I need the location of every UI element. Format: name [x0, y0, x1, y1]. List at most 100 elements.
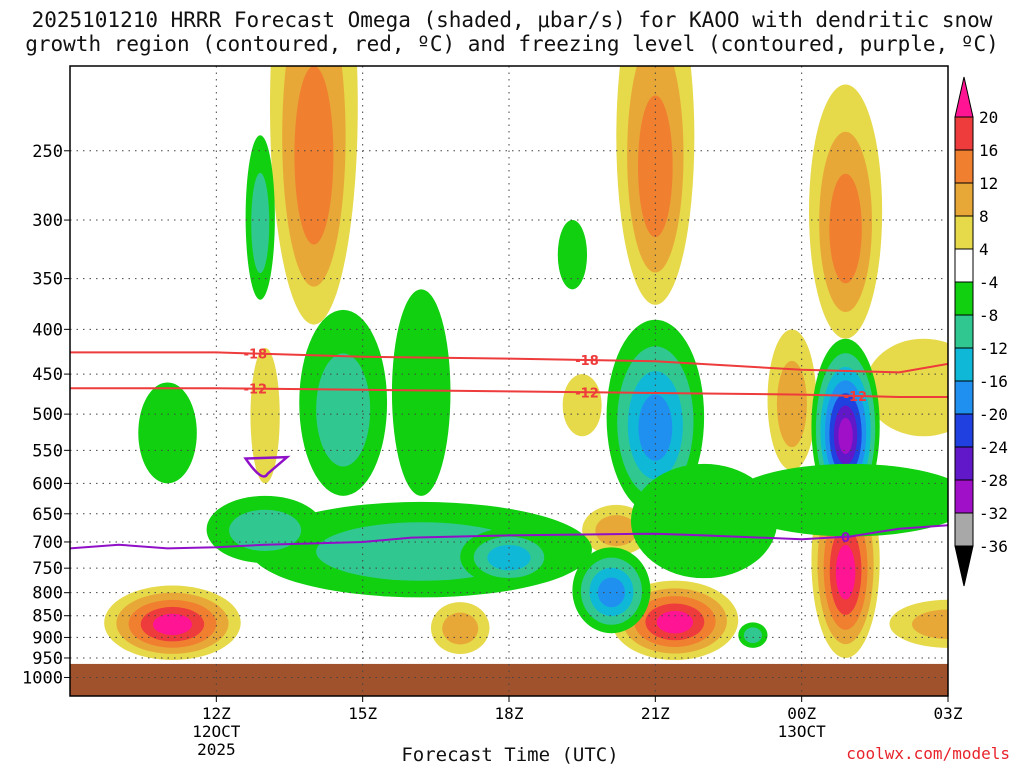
- x-tick-sub1-12Z: 12OCT: [192, 722, 241, 741]
- y-tick-label-650: 650: [32, 505, 63, 525]
- omega-feature-10-level-1: [595, 515, 638, 547]
- colorbar-label--36: -36: [979, 537, 1008, 556]
- omega-feature-12-level-0: [562, 374, 602, 437]
- colorbar-segment-7: [954, 314, 974, 349]
- omega-feature-23-level-1: [229, 509, 302, 552]
- freezing-level-label-0: 0: [841, 531, 850, 546]
- colorbar-segment-1: [954, 116, 974, 151]
- y-tick-label-450: 450: [32, 365, 63, 385]
- x-tick-sub2-12Z: 2025: [197, 740, 236, 759]
- y-tick-label-300: 300: [32, 211, 63, 231]
- omega-feature-14-level-0: [865, 338, 948, 437]
- y-tick-label-350: 350: [32, 270, 63, 290]
- x-tick-sub1-00Z: 13OCT: [778, 722, 827, 741]
- dgz-contour-0-label-0: -18: [244, 348, 268, 363]
- colorbar-segment-11: [954, 446, 974, 481]
- omega-feature-0-level-2: [294, 66, 334, 245]
- y-tick-label-700: 700: [32, 533, 63, 553]
- dgz-contour-1-label-1: -12: [575, 386, 599, 401]
- dgz-contour-1-label-2: -12: [844, 390, 868, 405]
- y-tick-label-500: 500: [32, 405, 63, 425]
- x-axis-title: Forecast Time (UTC): [401, 744, 619, 766]
- colorbar-label--24: -24: [979, 438, 1008, 457]
- colorbar-segment-9: [954, 380, 974, 415]
- chart-title-line1: 2025101210 HRRR Forecast Omega (shaded, …: [31, 8, 993, 32]
- omega-feature-21-level-0: [391, 289, 451, 496]
- omega-feature-19-level-6: [838, 417, 853, 454]
- x-tick-label-21Z: 21Z: [641, 704, 670, 723]
- dgz-contour-1-label-0: -12: [244, 383, 268, 398]
- colorbar-label--28: -28: [979, 471, 1008, 490]
- omega-feature-5-level-4: [152, 613, 192, 636]
- chart-title-line2: growth region (contoured, red, ºC) and f…: [25, 32, 999, 56]
- colorbar-label-12: 12: [979, 174, 998, 193]
- omega-feature-25-level-0: [630, 463, 778, 579]
- colorbar-label--8: -8: [979, 306, 998, 325]
- omega-feature-17-level-3: [597, 577, 626, 608]
- colorbar-segment-2: [954, 149, 974, 184]
- contours: -18 -18 -12 -12 -12 0: [70, 348, 948, 550]
- omega-feature-4-level-0: [557, 220, 588, 290]
- y-tick-label-400: 400: [32, 320, 63, 340]
- omega-feature-9-level-1: [442, 612, 479, 645]
- omega-feature-13-level-1: [776, 360, 807, 448]
- colorbar-label--4: -4: [979, 273, 998, 292]
- y-tick-label-950: 950: [32, 649, 63, 669]
- omega-feature-7-level-4: [835, 545, 856, 600]
- colorbar-label--20: -20: [979, 405, 1008, 424]
- source-credit: coolwx.com/models: [846, 744, 1010, 763]
- omega-feature-22-level-0: [138, 382, 197, 484]
- x-tick-label-03Z: 03Z: [934, 704, 963, 723]
- y-tick-label-550: 550: [32, 441, 63, 461]
- colorbar-label-20: 20: [979, 108, 998, 127]
- colorbar-label--16: -16: [979, 372, 1008, 391]
- omega-feature-24-level-0: [728, 463, 948, 537]
- omega-shading: [104, 66, 948, 660]
- omega-feature-1-level-2: [637, 95, 673, 238]
- x-tick-label-12Z: 12Z: [202, 704, 231, 723]
- omega-feature-2-level-2: [829, 173, 862, 284]
- y-tick-label-900: 900: [32, 628, 63, 648]
- omega-feature-16-level-2: [487, 544, 531, 571]
- y-tick-label-800: 800: [32, 584, 63, 604]
- y-tick-label-750: 750: [32, 559, 63, 579]
- colorbar-top-arrow: [954, 76, 974, 118]
- omega-feature-8-level-1: [911, 609, 948, 640]
- colorbar: 20 16 12 8 4 -4 -8 -12 -16 -20 -24 -28 -32 -36: [954, 76, 1008, 587]
- x-tick-label-15Z: 15Z: [348, 704, 377, 723]
- colorbar-segment-5: [954, 248, 974, 283]
- freezing-level-loop: [243, 455, 291, 478]
- y-tick-label-600: 600: [32, 474, 63, 494]
- colorbar-segment-13: [954, 512, 974, 547]
- colorbar-label-4: 4: [979, 240, 989, 259]
- freezing-level-line: [70, 524, 948, 550]
- colorbar-label--32: -32: [979, 504, 1008, 523]
- dgz-contour-0-line: [70, 351, 948, 374]
- colorbar-segment-12: [954, 479, 974, 514]
- y-axis: 2503003504004505005506006507007508008509…: [22, 142, 70, 688]
- omega-feature-18-level-3: [638, 394, 673, 461]
- omega-feature-3-level-1: [251, 172, 270, 274]
- colorbar-label--12: -12: [979, 339, 1008, 358]
- colorbar-segment-10: [954, 413, 974, 448]
- colorbar-segment-4: [954, 215, 974, 250]
- x-tick-label-18Z: 18Z: [495, 704, 524, 723]
- colorbar-bottom-arrow: [954, 545, 974, 587]
- y-tick-label-1000: 1000: [22, 668, 63, 688]
- y-tick-label-250: 250: [32, 142, 63, 162]
- colorbar-segment-3: [954, 182, 974, 217]
- omega-feature-6-level-4: [656, 610, 693, 634]
- colorbar-label-16: 16: [979, 141, 998, 160]
- omega-feature-20-level-1: [316, 353, 371, 467]
- colorbar-segment-8: [954, 347, 974, 382]
- colorbar-label-8: 8: [979, 207, 989, 226]
- dgz-contour-1-line: [70, 387, 948, 398]
- colorbar-segment-6: [954, 281, 974, 316]
- omega-feature-26-level-1: [743, 627, 762, 644]
- y-tick-label-850: 850: [32, 607, 63, 627]
- x-tick-label-00Z: 00Z: [787, 704, 816, 723]
- dgz-contour-0-label-1: -18: [575, 354, 599, 369]
- omega-feature-11-level-0: [250, 347, 280, 484]
